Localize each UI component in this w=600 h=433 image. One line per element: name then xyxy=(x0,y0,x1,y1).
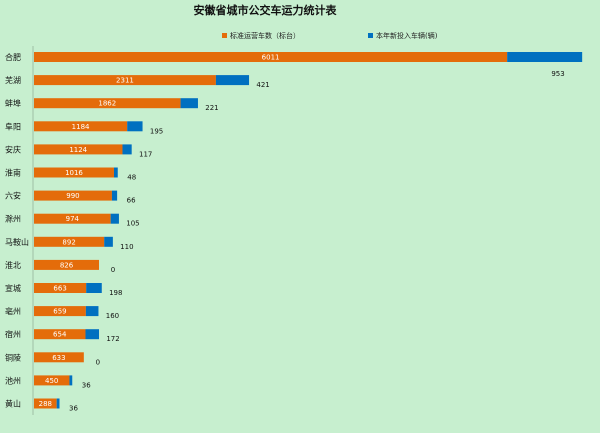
bar-series-2 xyxy=(122,144,132,155)
data-label-series-1: 990 xyxy=(66,192,79,200)
bar-series-2 xyxy=(507,52,583,62)
plot-area: 合肥 6011 953 芜湖 2311 421 蚌埠 1862 221 阜阳 1184 195 安庆 11… xyxy=(5,52,583,413)
bar-series-2 xyxy=(113,167,118,178)
category-label: 滁州 xyxy=(5,214,21,224)
category-label: 淮南 xyxy=(5,168,21,178)
bar-series-2 xyxy=(56,398,60,409)
bar-series-1 xyxy=(34,144,123,155)
data-label-series-1: 1124 xyxy=(69,146,87,154)
data-label-series-1: 2311 xyxy=(116,77,134,85)
category-label: 芜湖 xyxy=(5,75,21,85)
data-label-series-2: 36 xyxy=(82,381,91,389)
category-label: 亳州 xyxy=(5,306,21,316)
data-label-series-2: 172 xyxy=(106,335,119,343)
category-label: 安庆 xyxy=(5,144,21,154)
category-label: 蚌埠 xyxy=(5,98,21,108)
legend: 标准运营车数（标台） 本年新投入车辆(辆) xyxy=(222,31,438,40)
category-label: 六安 xyxy=(5,191,21,201)
bar-series-2 xyxy=(85,329,100,340)
bar-series-2 xyxy=(127,121,143,132)
data-label-series-2: 0 xyxy=(111,266,115,274)
data-label-series-2: 0 xyxy=(96,358,100,366)
bar-series-1 xyxy=(34,213,111,224)
data-label-series-2: 198 xyxy=(109,289,122,297)
bar-series-1 xyxy=(34,121,128,132)
category-label: 马鞍山 xyxy=(5,237,29,247)
data-label-series-1: 659 xyxy=(53,308,66,316)
data-label-series-2: 48 xyxy=(127,174,136,182)
bar-series-2 xyxy=(110,213,119,224)
chart-title: 安徽省城市公交车运力统计表 xyxy=(194,3,338,17)
bar-series-1 xyxy=(34,306,86,317)
bar-series-2 xyxy=(69,375,73,386)
data-label-series-1: 1016 xyxy=(65,169,83,177)
data-label-series-1: 6011 xyxy=(262,54,280,62)
category-label: 淮北 xyxy=(5,260,21,270)
bar-series-2 xyxy=(85,306,99,317)
data-label-series-1: 654 xyxy=(53,331,67,339)
data-label-series-2: 36 xyxy=(69,405,78,413)
category-label: 合肥 xyxy=(5,52,21,62)
bar-series-1 xyxy=(34,329,86,340)
bar-series-2 xyxy=(111,190,118,201)
data-label-series-2: 110 xyxy=(120,243,133,251)
data-label-series-1: 892 xyxy=(62,238,75,246)
data-label-series-1: 663 xyxy=(53,285,66,293)
legend-label-series-2: 本年新投入车辆(辆) xyxy=(376,31,438,40)
category-label: 阜阳 xyxy=(5,121,21,131)
legend-label-series-1: 标准运营车数（标台） xyxy=(230,31,300,40)
category-label: 池州 xyxy=(5,375,21,385)
data-label-series-2: 160 xyxy=(106,312,119,320)
bar-series-1 xyxy=(34,167,114,178)
bar-series-2 xyxy=(180,98,198,109)
data-label-series-1: 288 xyxy=(39,400,52,408)
bar-series-2 xyxy=(104,236,113,247)
data-label-series-2: 66 xyxy=(127,197,136,205)
bar-series-1 xyxy=(34,259,100,270)
bar-series-1 xyxy=(34,398,57,409)
legend-swatch-series-1 xyxy=(222,33,227,38)
data-label-series-2: 221 xyxy=(205,104,218,112)
bar-series-1 xyxy=(34,375,70,386)
data-label-series-1: 826 xyxy=(60,261,74,269)
data-label-series-1: 974 xyxy=(66,215,80,223)
data-label-series-1: 1184 xyxy=(72,123,90,131)
category-label: 铜陵 xyxy=(5,352,21,362)
bar-series-1 xyxy=(34,236,105,247)
bar-series-1 xyxy=(34,98,181,109)
bar-series-1 xyxy=(34,75,216,86)
category-label: 宣城 xyxy=(5,283,21,293)
bar-series-1 xyxy=(34,352,84,363)
data-label-series-2: 195 xyxy=(150,127,163,135)
bar-series-2 xyxy=(86,283,102,293)
category-label: 宿州 xyxy=(5,329,21,339)
data-label-series-2: 421 xyxy=(256,81,269,89)
data-label-series-1: 1862 xyxy=(98,100,116,108)
data-label-series-2: 117 xyxy=(139,150,152,158)
data-label-series-2: 105 xyxy=(126,220,139,228)
bar-series-1 xyxy=(34,283,87,293)
data-label-series-1: 450 xyxy=(45,377,58,385)
bar-series-1 xyxy=(34,190,112,201)
bar-series-2 xyxy=(215,75,250,86)
data-label-series-2: 953 xyxy=(551,70,564,78)
data-label-series-1: 633 xyxy=(52,354,65,362)
category-label: 黄山 xyxy=(5,399,21,409)
bar-series-1 xyxy=(34,52,508,62)
legend-swatch-series-2 xyxy=(368,33,373,38)
